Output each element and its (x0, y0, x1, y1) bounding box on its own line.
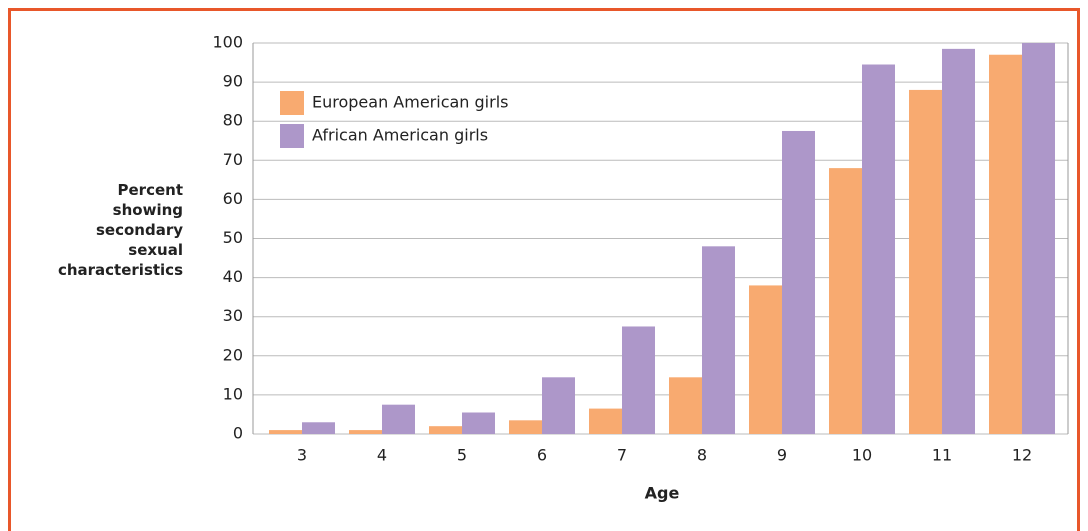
x-tick-label: 5 (457, 446, 467, 465)
bar (782, 130, 815, 434)
x-tick-label: 3 (297, 446, 307, 465)
y-tick-label: 40 (223, 267, 243, 286)
y-tick-label: 0 (233, 424, 243, 443)
x-tick-label: 4 (377, 446, 387, 465)
bar (462, 412, 495, 434)
y-tick-label: 70 (223, 150, 243, 169)
legend-swatch (280, 124, 304, 148)
y-tick-label: 10 (223, 384, 243, 403)
legend-label: African American girls (312, 126, 488, 145)
bar (829, 168, 862, 434)
bar (302, 422, 335, 434)
y-tick-label: 50 (223, 228, 243, 247)
y-tick-label: 100 (212, 33, 243, 52)
y-axis-label: Percent showing secondary sexual charact… (57, 181, 183, 279)
legend-swatch (280, 91, 304, 115)
bar (589, 408, 622, 434)
x-axis-label: Age (645, 484, 680, 503)
x-tick-label: 11 (932, 446, 952, 465)
y-tick-label: 80 (223, 111, 243, 130)
x-tick-label: 10 (852, 446, 872, 465)
bar (349, 430, 382, 434)
bar (669, 377, 702, 434)
bar (1022, 43, 1055, 434)
bar (942, 48, 975, 435)
bar (542, 377, 575, 434)
bar (909, 89, 942, 435)
bar (862, 64, 895, 434)
x-tick-label: 8 (697, 446, 707, 465)
y-tick-label: 90 (223, 72, 243, 91)
y-tick-label: 60 (223, 189, 243, 208)
y-tick-label: 20 (223, 345, 243, 364)
x-tick-label: 6 (537, 446, 547, 465)
legend-label: European American girls (312, 93, 508, 112)
frame (8, 8, 1080, 531)
bar (749, 285, 782, 434)
bar (702, 246, 735, 434)
y-tick-label: 30 (223, 306, 243, 325)
bar (989, 54, 1022, 434)
bar (269, 430, 302, 434)
x-tick-label: 9 (777, 446, 787, 465)
bar (429, 426, 462, 434)
x-tick-label: 12 (1012, 446, 1032, 465)
x-tick-label: 7 (617, 446, 627, 465)
bar (382, 404, 415, 434)
bar (622, 326, 655, 434)
bar (509, 420, 542, 434)
